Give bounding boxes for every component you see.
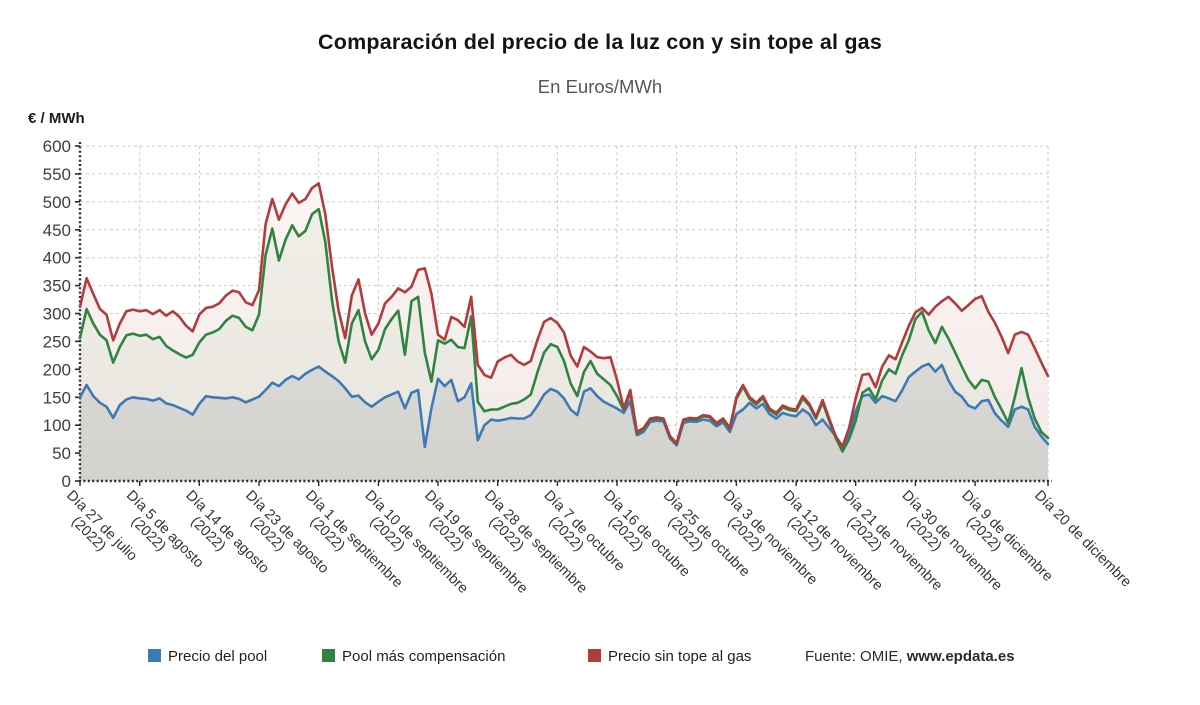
blue-swatch-icon: [148, 649, 161, 662]
area-precio-del-pool: [80, 363, 1048, 481]
line-precio-sin-tope-al-gas: [78, 182, 1050, 448]
y-tick-label: 200: [43, 360, 71, 379]
y-tick-label: 550: [43, 165, 71, 184]
y-tick-label: 100: [43, 416, 71, 435]
legend-item-pool-mas-compensacion[interactable]: Pool más compensación: [322, 648, 505, 665]
y-tick-label: 0: [62, 472, 71, 491]
y-tick-label: 350: [43, 277, 71, 296]
source-link[interactable]: www.epdata.es: [906, 648, 1015, 665]
source-attribution: Fuente: OMIE, www.epdata.es: [805, 648, 1015, 665]
legend-item-precio-del-pool[interactable]: Precio del pool: [148, 648, 267, 665]
y-tick-label: 300: [43, 305, 71, 324]
legend: Precio del pool Pool más compensación Pr…: [0, 648, 1200, 672]
red-swatch-icon: [588, 649, 601, 662]
page-subtitle: En Euros/MWh: [537, 76, 663, 97]
legend-item-label: Precio sin tope al gas: [608, 648, 752, 665]
legend-item-precio-sin-tope-al-gas[interactable]: Precio sin tope al gas: [588, 648, 751, 665]
price-comparison-chart: 050100150200250300350400450500550600Día …: [43, 137, 1135, 597]
line-precio-del-pool: [78, 362, 1050, 450]
y-tick-label: 400: [43, 249, 71, 268]
y-tick-label: 500: [43, 193, 71, 212]
y-tick-label: 50: [52, 444, 71, 463]
green-swatch-icon: [322, 649, 335, 662]
legend-item-label: Pool más compensación: [342, 648, 506, 665]
y-tick-label: 150: [43, 388, 71, 407]
legend-item-label: Precio del pool: [168, 648, 268, 665]
y-tick-label: 600: [43, 137, 71, 156]
source-prefix: Fuente: OMIE,: [805, 648, 907, 665]
y-tick-label: 450: [43, 221, 71, 240]
line-pool-mas-compensacion: [78, 207, 1050, 453]
page-title: Comparación del precio de la luz con y s…: [318, 30, 882, 54]
y-axis-title: € / MWh: [28, 110, 85, 127]
y-tick-label: 250: [43, 332, 71, 351]
